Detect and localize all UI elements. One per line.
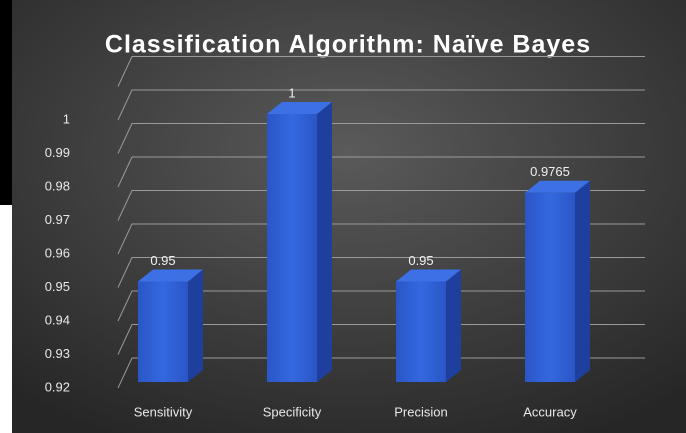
y-tick-label: 0.94 [45,312,70,327]
x-tick-label: Accuracy [523,404,577,419]
y-tick-label: 0.95 [45,279,70,294]
grid-line [117,223,645,255]
bar-top [396,269,461,282]
y-tick-label: 1 [63,111,70,126]
bar [525,192,575,382]
x-tick-label: Precision [394,404,447,419]
data-label: 0.95 [150,253,175,268]
grid-line [117,89,645,121]
grid-line [117,357,645,389]
y-tick-label: 0.96 [45,245,70,260]
bar-side [317,102,332,382]
grid-line [117,257,645,288]
bar-top [138,269,203,282]
bar-side [575,180,590,382]
bar [267,114,317,382]
bar-side [446,269,461,382]
grid-line [117,190,645,221]
y-tick-label: 0.98 [45,178,70,193]
left-strip [0,0,12,205]
grid-line [117,123,645,154]
y-tick-label: 0.93 [45,346,70,361]
data-label: 0.95 [408,253,433,268]
data-label: 1 [288,85,295,100]
bar [396,281,446,382]
grid-line [117,324,645,355]
grid-line [117,156,645,188]
bar [138,281,188,382]
bar-side [188,269,203,382]
y-tick-label: 0.99 [45,145,70,160]
data-label: 0.9765 [530,164,570,179]
bar-top [525,180,590,193]
chart-title: Classification Algorithm: Naïve Bayes [105,31,591,59]
x-tick-label: Specificity [263,404,322,419]
grid-line [117,56,645,87]
y-tick-label: 0.97 [45,212,70,227]
grid-line [117,290,645,322]
bar-top [267,102,332,114]
x-tick-label: Sensitivity [134,404,193,419]
y-tick-label: 0.92 [45,379,70,394]
